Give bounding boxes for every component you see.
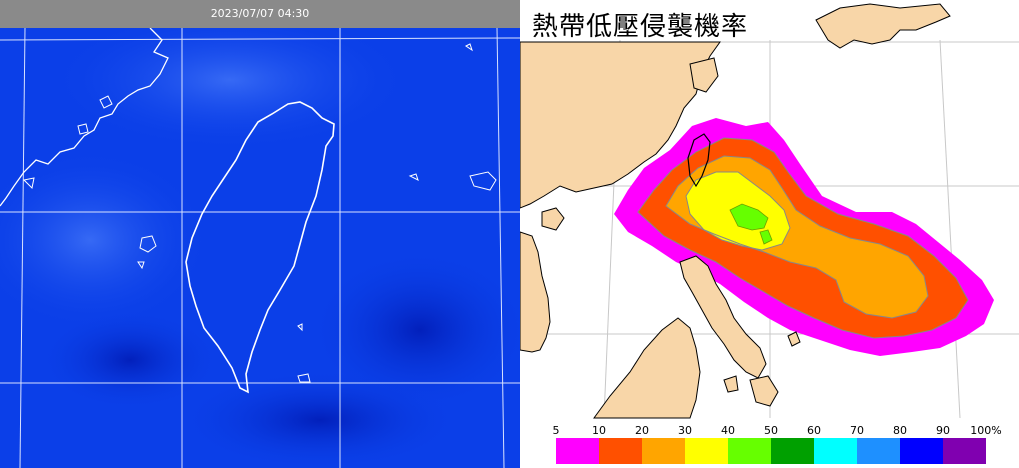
legend-tick-label: 50	[764, 424, 778, 437]
legend-color-swatch	[728, 438, 771, 464]
legend-tick-label: 40	[721, 424, 735, 437]
legend-tick-label: 60	[807, 424, 821, 437]
legend-tick-label: 5	[552, 424, 560, 437]
satellite-header-bar: 2023/07/07 04:30	[0, 0, 520, 28]
map-title: 熱帶低壓侵襲機率	[532, 12, 749, 42]
penghu-islands	[137, 235, 157, 270]
legend-color-swatch	[685, 438, 728, 464]
legend-tick-label: 30	[678, 424, 692, 437]
satellite-image-panel: 2023/07/07 04:30	[0, 0, 520, 468]
legend-color-swatch	[943, 438, 986, 464]
legend-tick-label: 90	[936, 424, 950, 437]
legend-color-swatch	[556, 438, 599, 464]
probability-legend: 5 10 20 30 40 50 60 70 80 90 100%	[552, 420, 1006, 464]
probability-shading	[614, 118, 994, 356]
legend-tick-label: 100%	[970, 424, 1002, 437]
legend-tick-label: 10	[592, 424, 606, 437]
china-coastline	[0, 27, 169, 207]
hainan-island	[541, 207, 565, 231]
probability-map-panel: 熱帶低壓侵襲機率 5 10 20 30 40 50 60 70 80 90 100%	[520, 0, 1019, 468]
japan-land	[815, 3, 951, 49]
legend-color-swatch	[814, 438, 857, 464]
taiwan-land	[687, 133, 711, 188]
taiwan-coastline	[185, 101, 335, 394]
probability-map	[520, 3, 1019, 419]
lat-lon-grid	[0, 27, 520, 468]
legend-color-swatch	[900, 438, 943, 464]
legend-color-swatch	[771, 438, 814, 464]
legend-tick-label: 70	[850, 424, 864, 437]
borneo-land	[593, 317, 701, 419]
indochina-land	[520, 231, 551, 353]
legend-tick-label: 80	[893, 424, 907, 437]
legend-color-swatch	[857, 438, 900, 464]
satellite-image	[0, 10, 520, 468]
philippines-land	[679, 255, 767, 379]
legend-tick-label: 20	[635, 424, 649, 437]
satellite-timestamp: 2023/07/07 04:30	[210, 7, 310, 20]
legend-color-swatch	[599, 438, 642, 464]
legend-color-swatch	[642, 438, 685, 464]
